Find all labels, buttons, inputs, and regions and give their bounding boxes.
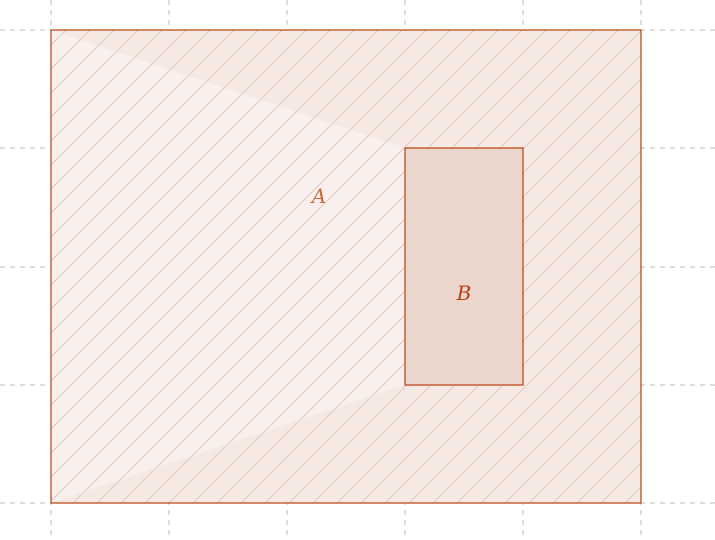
region-a-hatch [51, 30, 641, 503]
region-b-label: B [456, 281, 472, 305]
region-a-border [50, 29, 642, 504]
region-a [50, 29, 642, 504]
region-b [404, 147, 524, 386]
region-b-border [404, 147, 524, 386]
region-b-fill [405, 148, 523, 385]
region-a-label: A [310, 184, 326, 208]
